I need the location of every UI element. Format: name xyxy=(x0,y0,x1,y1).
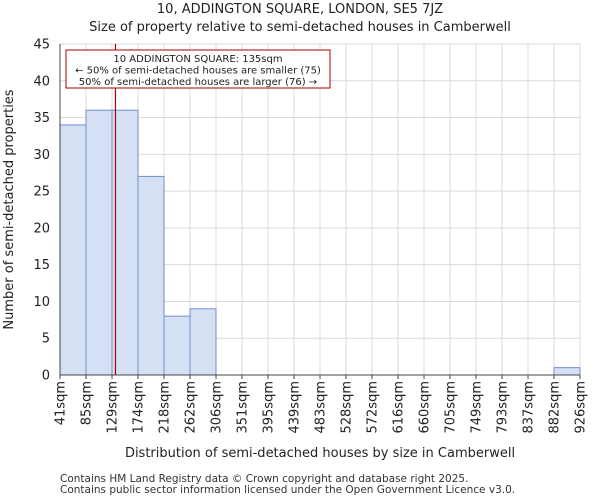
y-tick-label: 35 xyxy=(33,111,50,126)
x-tick-label: 793sqm xyxy=(496,381,511,434)
x-tick-label: 129sqm xyxy=(106,381,121,434)
x-tick-label: 705sqm xyxy=(444,381,459,434)
y-tick-label: 10 xyxy=(33,295,50,310)
y-tick-label: 15 xyxy=(33,258,50,273)
y-tick-label: 30 xyxy=(33,148,50,163)
histogram-bar xyxy=(85,109,113,376)
y-tick-label: 25 xyxy=(33,185,50,200)
x-tick-label: 616sqm xyxy=(392,381,407,434)
footer-licence: Contains public sector information licen… xyxy=(60,484,516,496)
x-tick-label: 439sqm xyxy=(288,381,303,434)
x-tick-label: 395sqm xyxy=(262,381,277,434)
annotation-text: ← 50% of semi-detached houses are smalle… xyxy=(75,66,321,77)
x-tick-label: 528sqm xyxy=(340,381,355,434)
annotation-text: 50% of semi-detached houses are larger (… xyxy=(79,77,317,88)
y-axis-label: Number of semi-detached properties xyxy=(2,89,17,329)
chart-subtitle: Size of property relative to semi-detach… xyxy=(89,20,511,35)
y-tick-label: 5 xyxy=(42,332,50,347)
chart-title: 10, ADDINGTON SQUARE, LONDON, SE5 7JZ xyxy=(156,2,444,17)
y-tick-label: 45 xyxy=(33,38,50,53)
histogram-bar xyxy=(137,175,165,376)
x-tick-label: 262sqm xyxy=(184,381,199,434)
x-tick-label: 218sqm xyxy=(158,381,173,434)
histogram-bar xyxy=(163,315,191,376)
x-tick-label: 660sqm xyxy=(418,381,433,434)
histogram-bar xyxy=(189,308,217,376)
histogram-bar xyxy=(553,367,581,376)
x-tick-label: 749sqm xyxy=(470,381,485,434)
x-tick-label: 572sqm xyxy=(366,381,381,434)
x-tick-label: 351sqm xyxy=(236,381,251,434)
y-tick-label: 20 xyxy=(33,221,50,236)
annotation-box xyxy=(65,49,331,89)
x-axis-label: Distribution of semi-detached houses by … xyxy=(125,446,515,461)
annotation-text: 10 ADDINGTON SQUARE: 135sqm xyxy=(113,54,282,65)
histogram-bar xyxy=(59,124,87,376)
y-tick-label: 40 xyxy=(33,74,50,89)
x-tick-label: 882sqm xyxy=(548,381,563,434)
x-tick-label: 85sqm xyxy=(80,381,95,425)
y-tick-label: 0 xyxy=(42,369,50,384)
x-tick-label: 483sqm xyxy=(314,381,329,434)
x-tick-label: 174sqm xyxy=(132,381,147,434)
x-tick-label: 926sqm xyxy=(574,381,589,434)
x-tick-label: 306sqm xyxy=(210,381,225,434)
x-tick-label: 41sqm xyxy=(54,381,69,425)
footer-copyright: Contains HM Land Registry data © Crown c… xyxy=(60,473,469,485)
x-tick-label: 837sqm xyxy=(522,381,537,434)
